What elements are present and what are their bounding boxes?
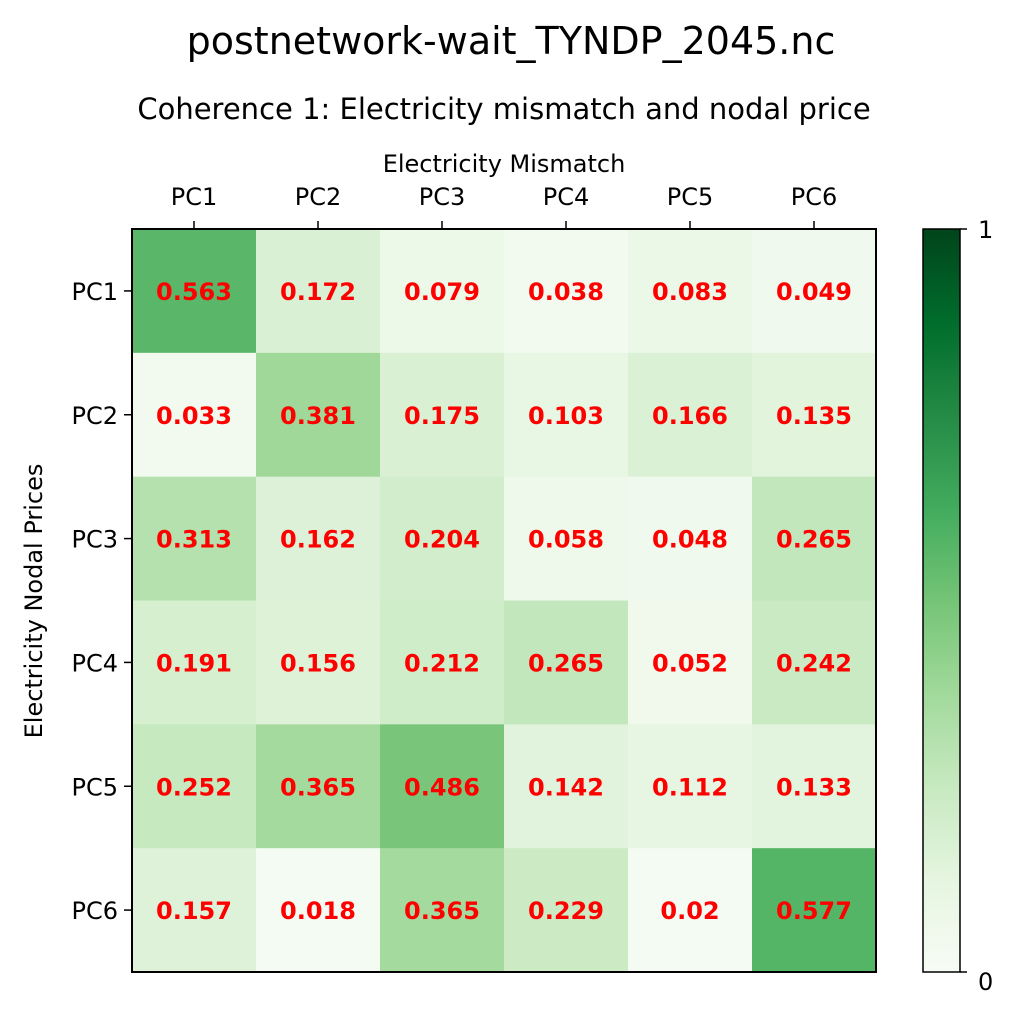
colorbar-max-label: 1 xyxy=(978,216,993,244)
cell-value-label: 0.157 xyxy=(156,897,232,925)
colorbar-gradient xyxy=(922,228,961,973)
heatmap-cell xyxy=(380,848,505,973)
heatmap-cell xyxy=(504,352,629,478)
x-tick-label: PC1 xyxy=(171,183,218,211)
y-tick-label: PC2 xyxy=(72,402,119,430)
x-axis-ticks: PC1 PC2 PC3 PC4 PC5 PC6 xyxy=(171,183,838,229)
cell-value-label: 0.133 xyxy=(776,773,852,801)
colorbar: 1 0 xyxy=(922,216,993,996)
y-tick-label: PC6 xyxy=(72,897,119,925)
cell-value-label: 0.083 xyxy=(652,278,728,306)
cell-value-label: 0.135 xyxy=(776,402,852,430)
y-tick-label: PC5 xyxy=(72,773,119,801)
heatmap-cell xyxy=(628,600,753,725)
cell-value-label: 0.577 xyxy=(776,897,852,925)
cell-value-label: 0.038 xyxy=(528,278,604,306)
cell-value-label: 0.142 xyxy=(528,773,604,801)
y-axis-label: Electricity Nodal Prices xyxy=(20,464,48,739)
heatmap-cell xyxy=(256,724,381,849)
cell-value-label: 0.204 xyxy=(404,526,480,554)
x-axis-label: Electricity Mismatch xyxy=(383,150,626,178)
cell-value-label: 0.172 xyxy=(280,278,356,306)
cell-value-label: 0.033 xyxy=(156,402,232,430)
x-tick-label: PC3 xyxy=(419,183,466,211)
plot-frame xyxy=(131,228,877,973)
heatmap-cell xyxy=(256,848,381,973)
heatmap-cell xyxy=(256,600,381,725)
heatmap-cell xyxy=(752,229,877,354)
heatmap-cell xyxy=(380,724,505,849)
cell-value-label: 0.058 xyxy=(528,526,604,554)
heatmap-cell xyxy=(628,724,753,849)
heatmap-cell xyxy=(132,848,257,973)
chart-suptitle: postnetwork-wait_TYNDP_2045.nc xyxy=(187,19,836,63)
heatmap-cell xyxy=(752,600,877,725)
heatmap-cell xyxy=(628,352,753,478)
cell-value-label: 0.052 xyxy=(652,649,728,677)
x-tick-label: PC6 xyxy=(791,183,838,211)
heatmap-cell xyxy=(132,476,257,602)
colorbar-min-label: 0 xyxy=(978,968,993,996)
heatmap-cell xyxy=(132,724,257,849)
cell-value-label: 0.191 xyxy=(156,649,232,677)
cell-value-label: 0.018 xyxy=(280,897,356,925)
cell-value-label: 0.048 xyxy=(652,526,728,554)
heatmap-cells xyxy=(132,229,877,973)
cell-value-label: 0.252 xyxy=(156,773,232,801)
heatmap-cell xyxy=(752,724,877,849)
heatmap-cell xyxy=(504,724,629,849)
cell-value-label: 0.486 xyxy=(404,773,480,801)
x-tick-label: PC2 xyxy=(295,183,342,211)
cell-value-label: 0.265 xyxy=(776,526,852,554)
cell-value-label: 0.563 xyxy=(156,278,232,306)
heatmap-cell xyxy=(504,476,629,602)
cell-value-label: 0.162 xyxy=(280,526,356,554)
cell-value-label: 0.156 xyxy=(280,649,356,677)
y-tick-label: PC4 xyxy=(72,649,119,677)
cell-value-label: 0.166 xyxy=(652,402,728,430)
cell-value-label: 0.365 xyxy=(280,773,356,801)
heatmap-cell xyxy=(256,229,381,354)
heatmap-cell xyxy=(752,848,877,973)
heatmap-cell xyxy=(132,229,257,354)
heatmap-cell xyxy=(504,600,629,725)
chart-title: Coherence 1: Electricity mismatch and no… xyxy=(137,92,870,126)
cell-value-label: 0.02 xyxy=(660,897,719,925)
cell-value-label: 0.265 xyxy=(528,649,604,677)
heatmap-cell xyxy=(380,600,505,725)
heatmap-cell xyxy=(132,600,257,725)
heatmap-cell xyxy=(628,229,753,354)
heatmap-cell xyxy=(380,229,505,354)
y-tick-label: PC1 xyxy=(72,278,119,306)
heatmap-cell xyxy=(628,476,753,602)
heatmap-cell xyxy=(132,352,257,478)
cell-value-label: 0.112 xyxy=(652,773,728,801)
heatmap-cell xyxy=(752,476,877,602)
heatmap-cell xyxy=(628,848,753,973)
cell-value-label: 0.381 xyxy=(280,402,356,430)
cell-annotations: 0.563 0.172 0.079 0.038 0.083 0.049 0.033 0.381… xyxy=(156,278,852,925)
y-tick-label: PC3 xyxy=(72,526,119,554)
heatmap-cell xyxy=(504,229,629,354)
heatmap-cell xyxy=(752,352,877,478)
heatmap-cell xyxy=(504,848,629,973)
heatmap-cell xyxy=(256,352,381,478)
cell-value-label: 0.229 xyxy=(528,897,604,925)
cell-value-label: 0.313 xyxy=(156,526,232,554)
x-tick-label: PC4 xyxy=(543,183,590,211)
cell-value-label: 0.049 xyxy=(776,278,852,306)
y-axis-ticks: PC1 PC2 PC3 PC4 PC5 PC6 xyxy=(72,278,132,925)
cell-value-label: 0.242 xyxy=(776,649,852,677)
x-tick-label: PC5 xyxy=(667,183,714,211)
heatmap-cell xyxy=(256,476,381,602)
heatmap-cell xyxy=(380,352,505,478)
heatmap-cell xyxy=(380,476,505,602)
cell-value-label: 0.365 xyxy=(404,897,480,925)
cell-value-label: 0.079 xyxy=(404,278,480,306)
cell-value-label: 0.175 xyxy=(404,402,480,430)
cell-value-label: 0.103 xyxy=(528,402,604,430)
cell-value-label: 0.212 xyxy=(404,649,480,677)
